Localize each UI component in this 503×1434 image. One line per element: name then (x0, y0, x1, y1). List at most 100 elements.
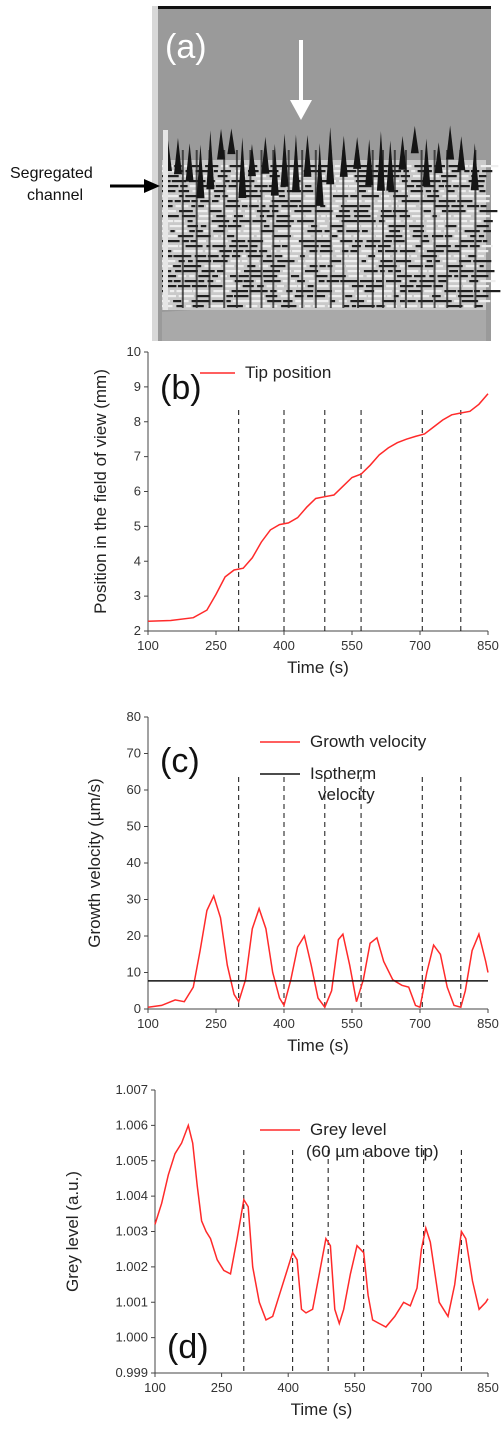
dendrite-arm (461, 220, 467, 222)
chart-tip-position: 2345678910100 250 400 550 700 850Time (s)Posi… (91, 344, 499, 677)
dendrite-arm (411, 170, 415, 172)
dendrite-arm (427, 260, 432, 262)
dendrite-arm (335, 250, 340, 252)
dendrite-arm (321, 215, 325, 217)
dendrite-arm (244, 195, 261, 197)
dendrite-arm (479, 300, 490, 302)
dendrite-arm (438, 275, 452, 277)
dendrite-arm (482, 170, 492, 172)
dendrite-arm (435, 300, 452, 302)
dendrite-arm (175, 270, 181, 272)
dendrite-arm (366, 285, 383, 287)
dendrite-arm (291, 280, 296, 282)
x-tick-label: 550 (344, 1380, 366, 1395)
dendrite-arm (297, 220, 314, 222)
dendrite-arm (188, 260, 193, 262)
dendrite-arm (318, 260, 329, 262)
dendrite-arm (378, 200, 392, 202)
dendrite-arm (170, 230, 174, 232)
dendrite-arm (185, 280, 198, 282)
dendrite-arm (283, 280, 288, 282)
dendrite-arm (460, 195, 474, 197)
dendrite-arm (388, 270, 393, 272)
dendrite-arm (335, 165, 340, 167)
dendrite-arm (239, 275, 249, 277)
dendrite-arm (212, 300, 223, 302)
dendrite-arm (297, 280, 305, 282)
y-tick-label: 8 (134, 414, 141, 429)
dendrite-arm (378, 245, 391, 247)
x-tick-label: 700 (411, 1380, 433, 1395)
dendrite-arm (421, 200, 436, 202)
dendrite-arm (469, 190, 479, 192)
dendrite-arm (189, 230, 195, 232)
dendrite-arm (325, 230, 330, 232)
dendrite-arm (443, 260, 457, 262)
dendrite-arm (480, 190, 486, 192)
dendrite-arm (386, 280, 401, 282)
dendrite-arm (233, 300, 250, 302)
legend-label: Isotherm (310, 764, 376, 783)
dendrite-arm (231, 260, 241, 262)
dendrite-arm (481, 165, 499, 167)
dendrite-arm (339, 235, 352, 237)
dendrite-arm (411, 255, 417, 257)
dendrite-arm (395, 270, 401, 272)
dendrite-arm (276, 220, 294, 222)
dendrite-arm (327, 280, 339, 282)
dendrite-arm (336, 185, 348, 187)
dendrite-stem (459, 150, 461, 308)
dendrite-arm (371, 230, 388, 232)
dendrite-arm (410, 280, 417, 282)
dendrite-arm (226, 295, 233, 297)
dendrite-arm (264, 225, 270, 227)
dendrite-stem (223, 150, 225, 308)
dendrite-arm (331, 230, 336, 232)
dendrite-arm (307, 230, 322, 232)
dendrite-arm (221, 170, 231, 172)
dendrite-arm (414, 275, 426, 277)
y-tick-label: 40 (127, 855, 141, 870)
dendrite-arm (347, 200, 362, 202)
dendrite-arm (418, 300, 433, 302)
dendrite-arm (213, 290, 229, 292)
dendrite-arm (309, 255, 320, 257)
dendrite-arm (253, 220, 267, 222)
dendrite-arm (427, 195, 439, 197)
dendrite-arm (308, 285, 314, 287)
dendrite-arm (480, 265, 484, 267)
dendrite-arm (174, 280, 181, 282)
dendrite-stem (434, 150, 436, 308)
dendrite-arm (317, 290, 332, 292)
dendrite-arm (453, 185, 459, 187)
dendrite-arm (307, 295, 313, 297)
x-tick-label: 850 (477, 638, 499, 653)
dendrite-arm (266, 295, 278, 297)
dendrite-arm (436, 265, 443, 267)
x-tick-label: 100 (144, 1380, 166, 1395)
y-tick-label: 80 (127, 709, 141, 724)
dendrite-arm (408, 290, 421, 292)
dendrite-arm (239, 245, 248, 247)
dendrite-arm (295, 300, 301, 302)
dendrite-arm (277, 260, 294, 262)
dendrite-arm (396, 260, 411, 262)
dendrite-arm (319, 280, 325, 282)
dendrite-arm (210, 210, 222, 212)
y-tick-label: 1.003 (115, 1224, 148, 1239)
dendrite-arm (424, 235, 429, 237)
dendrite-arm (320, 265, 326, 267)
dendrite-stem (394, 150, 396, 308)
dendrite-arm (251, 275, 262, 277)
dendrite-arm (442, 210, 446, 212)
dendrite-arm (337, 230, 343, 232)
x-axis-label: Time (s) (287, 658, 349, 677)
dendrite-arm (275, 255, 283, 257)
dendrite-arm (230, 275, 236, 277)
dendrite-arm (211, 295, 224, 297)
dendrite-arm (212, 200, 219, 202)
x-tick-label: 850 (477, 1016, 499, 1031)
dendrite-arm (267, 255, 272, 257)
dendrite-arm (476, 240, 482, 242)
dendrite-arm (191, 240, 197, 242)
